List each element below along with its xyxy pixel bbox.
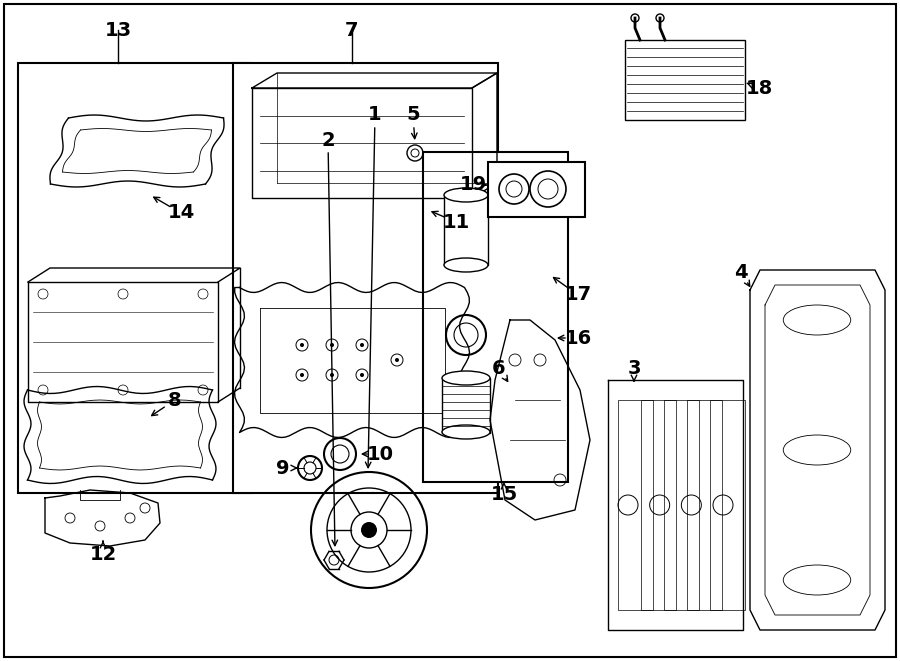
Bar: [18, 63, 251, 493]
Text: 6: 6: [492, 358, 506, 377]
Circle shape: [360, 373, 364, 377]
Text: 19: 19: [459, 176, 487, 194]
Text: 8: 8: [168, 391, 182, 410]
Circle shape: [395, 358, 399, 362]
Ellipse shape: [442, 425, 490, 439]
Text: 17: 17: [564, 286, 591, 305]
Text: 10: 10: [366, 444, 393, 463]
Bar: [687, 400, 722, 610]
Bar: [442, 378, 490, 433]
Text: 2: 2: [321, 130, 335, 149]
Circle shape: [300, 343, 304, 347]
Text: 3: 3: [627, 358, 641, 377]
Text: 13: 13: [104, 20, 131, 40]
Text: 16: 16: [564, 329, 591, 348]
Circle shape: [330, 343, 334, 347]
Circle shape: [360, 343, 364, 347]
Text: 4: 4: [734, 262, 748, 282]
Ellipse shape: [444, 188, 488, 202]
Bar: [423, 152, 568, 482]
Bar: [444, 195, 488, 265]
Ellipse shape: [442, 371, 490, 385]
Text: 5: 5: [406, 106, 419, 124]
Circle shape: [300, 373, 304, 377]
Bar: [641, 400, 676, 610]
Bar: [625, 40, 745, 120]
Text: 7: 7: [346, 20, 359, 40]
Ellipse shape: [444, 258, 488, 272]
Text: 9: 9: [276, 459, 290, 477]
Text: 12: 12: [89, 545, 117, 563]
Text: 15: 15: [491, 485, 518, 504]
Bar: [664, 400, 699, 610]
Text: 14: 14: [167, 204, 194, 223]
Circle shape: [361, 522, 377, 538]
Bar: [618, 400, 653, 610]
Text: 1: 1: [368, 106, 382, 124]
Circle shape: [330, 373, 334, 377]
Bar: [710, 400, 745, 610]
Text: 11: 11: [443, 212, 470, 231]
Text: 18: 18: [745, 79, 772, 98]
Bar: [488, 162, 585, 217]
Bar: [233, 63, 498, 493]
